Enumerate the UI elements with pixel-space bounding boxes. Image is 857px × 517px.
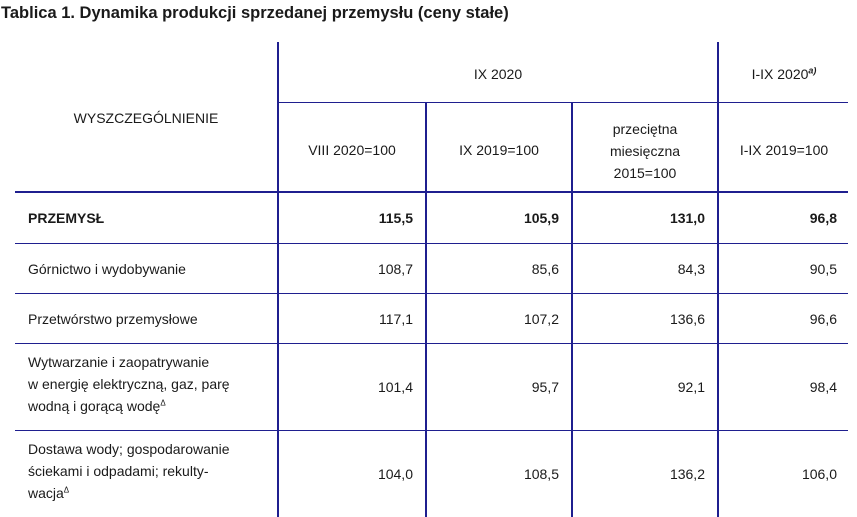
row-label-line: Dostawa wody; gospodarowanie	[28, 441, 230, 457]
table-cell: 115,5	[378, 210, 413, 226]
column-divider	[425, 102, 427, 517]
header-col-avg-2015: przeciętna miesięczna 2015=100	[573, 118, 717, 184]
row-divider	[15, 293, 848, 294]
table-cell: 136,2	[669, 466, 705, 482]
header-group-ix-2020: IX 2020	[473, 66, 523, 82]
table-cell: 108,7	[377, 261, 413, 277]
table-cell: 108,5	[523, 466, 559, 482]
header-divider	[278, 102, 848, 103]
table-cell: 101,4	[377, 379, 413, 395]
table-cell: 131,0	[669, 210, 705, 226]
header-group-i-ix-2020-label: I-IX 2020	[751, 66, 809, 82]
header-bottom-rule	[15, 191, 848, 193]
row-label-przetworstwo: Przetwórstwo przemysłowe	[28, 311, 198, 327]
table-cell: 92,1	[677, 379, 705, 395]
header-col-avg-line1: przeciętna	[612, 121, 678, 137]
table-title: Tablica 1. Dynamika produkcji sprzedanej…	[1, 4, 509, 22]
row-label-line: w energię elektryczną, gaz, parę	[28, 376, 230, 392]
row-divider	[15, 430, 848, 431]
footnote-marker: a)	[808, 65, 817, 76]
column-divider	[717, 42, 719, 517]
table-cell: 85,6	[531, 261, 559, 277]
header-row-label: WYSZCZEGÓLNIENIE	[73, 110, 219, 126]
footnote-marker: Δ	[63, 485, 70, 495]
table-cell: 117,1	[379, 311, 413, 327]
row-label-line: Wytwarzanie i zaopatrywanie	[28, 354, 210, 370]
row-label-gornictwo: Górnictwo i wydobywanie	[28, 261, 186, 277]
column-divider	[277, 42, 279, 517]
header-col-ix-2019: IX 2019=100	[459, 142, 539, 158]
row-divider	[15, 343, 848, 344]
column-divider	[571, 102, 573, 517]
row-label-line: wacja	[28, 485, 64, 501]
table-cell: 96,8	[809, 210, 837, 226]
table-cell: 96,6	[809, 311, 837, 327]
table-cell: 104,0	[377, 466, 413, 482]
footnote-marker: Δ	[160, 398, 166, 408]
table-cell: 107,2	[523, 311, 559, 327]
row-label-dostawa-wody: Dostawa wody; gospodarowanie ściekami i …	[28, 438, 230, 504]
table-cell: 105,9	[523, 210, 559, 226]
header-col-avg-line3: 2015=100	[613, 165, 677, 181]
row-label-wytwarzanie: Wytwarzanie i zaopatrywanie w energię el…	[28, 351, 230, 417]
table-cell: 106,0	[801, 466, 837, 482]
header-group-i-ix-2020: I-IX 2020a)	[719, 64, 849, 84]
header-col-avg-line2: miesięczna	[609, 143, 681, 159]
row-label-line: wodną i gorącą wodę	[28, 398, 161, 414]
table-cell: 136,6	[669, 311, 705, 327]
row-label-przemysl: PRZEMYSŁ	[28, 210, 105, 226]
table-cell: 84,3	[677, 261, 705, 277]
table-cell: 90,5	[809, 261, 837, 277]
header-col-i-ix-2019: I-IX 2019=100	[739, 142, 829, 158]
table-cell: 98,4	[809, 379, 837, 395]
header-col-viii-2020: VIII 2020=100	[308, 142, 396, 158]
table-cell: 95,7	[531, 379, 559, 395]
row-label-line: ściekami i odpadami; rekulty-	[28, 463, 209, 479]
row-divider	[15, 243, 848, 244]
